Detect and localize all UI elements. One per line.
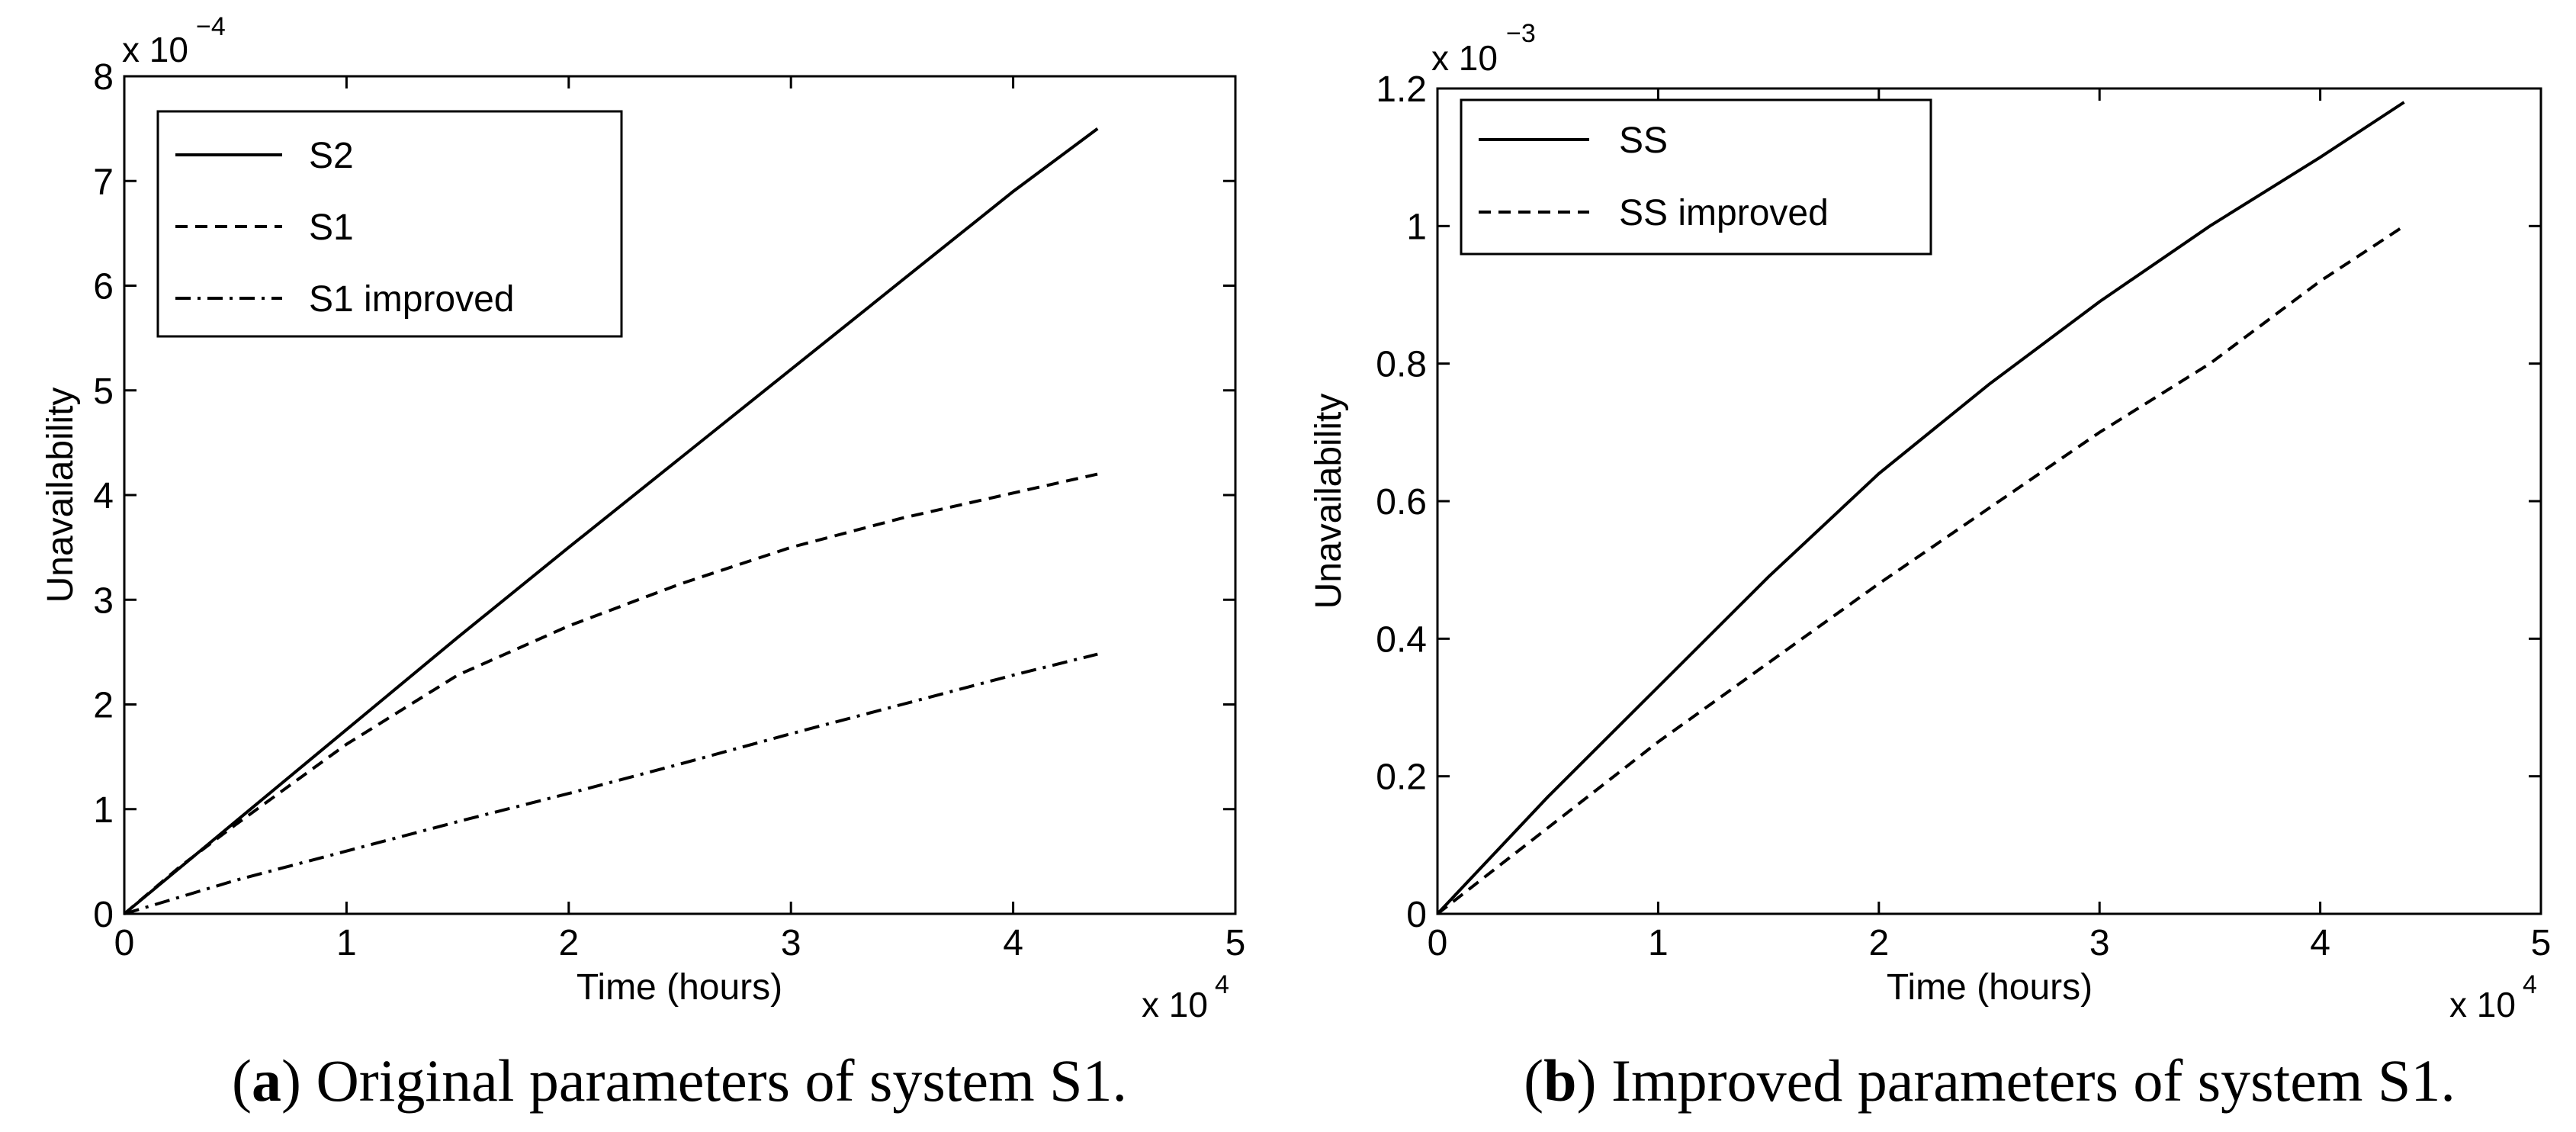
legend-box-a [156, 110, 623, 338]
x-axis-label-b: Time (hours) [1887, 967, 2093, 1008]
caption-letter-b: b [1543, 1047, 1576, 1114]
y-tick-label-a-3: 3 [93, 580, 114, 621]
x-exponent-power-b: 4 [2523, 970, 2537, 999]
x-exponent-power-a: 4 [1215, 970, 1229, 999]
y-tick-label-b-6: 1.2 [1376, 69, 1427, 110]
y-tick-label-a-1: 1 [93, 790, 114, 831]
y-exponent-power-b: −3 [1506, 19, 1536, 48]
series-line-ss-improved [1436, 224, 2405, 915]
x-tick-label-b-1: 1 [1648, 923, 1669, 963]
tick-labels-b: 0 1 2 3 4 5 0 0.2 0.4 0.6 0.8 1 1.2 [1376, 69, 2551, 963]
y-tick-label-a-6: 6 [93, 267, 114, 307]
y-exponent-base-b: x 10 [1431, 38, 1498, 78]
y-tick-label-a-7: 7 [93, 162, 114, 202]
y-tick-label-a-0: 0 [93, 895, 114, 935]
x-tick-label-a-0: 0 [114, 923, 135, 963]
series-group-a [123, 127, 1099, 915]
y-tick-label-a-8: 8 [93, 57, 114, 98]
series-line-s1 [123, 472, 1098, 915]
series-group-b [1436, 101, 2405, 915]
legend-label-s2: S2 [309, 136, 354, 176]
x-tick-label-a-4: 4 [1003, 923, 1023, 963]
caption-letter-a: a [252, 1047, 281, 1114]
x-tick-label-a-3: 3 [781, 923, 801, 963]
legend-label-ss-improved: SS improved [1619, 193, 1829, 233]
y-tick-label-a-4: 4 [93, 476, 114, 516]
series-line-ss [1436, 101, 2405, 915]
y-tick-label-b-2: 0.4 [1376, 619, 1427, 660]
legend-label-ss: SS [1619, 121, 1668, 161]
x-axis-label-a: Time (hours) [577, 967, 782, 1008]
legend-box-b [1460, 98, 1932, 256]
y-exponent-power-a: −4 [196, 12, 226, 41]
y-axis-label-b: Unavailability [1309, 394, 1349, 609]
y-axis-label-a: Unavailability [40, 388, 81, 603]
x-tick-label-b-2: 2 [1868, 923, 1889, 963]
series-line-s1-improved [124, 652, 1098, 915]
caption-b: (b) Improved parameters of system S1. [1524, 1047, 2456, 1114]
ticks-b [1436, 87, 2542, 915]
y-tick-label-b-0: 0 [1406, 895, 1427, 935]
x-tick-label-b-3: 3 [2089, 923, 2110, 963]
y-tick-label-a-5: 5 [93, 371, 114, 412]
legend-b: SS SS improved [1479, 121, 1829, 233]
chart-panel-b: 0 1 2 3 4 5 0 0.2 0.4 0.6 0.8 1 1.2 SS SS improved x … [1309, 19, 2551, 1114]
y-exponent-base-a: x 10 [122, 30, 188, 69]
legend-label-s1-improved: S1 improved [309, 279, 514, 320]
x-tick-label-b-4: 4 [2310, 923, 2330, 963]
legend-label-s1: S1 [309, 207, 354, 248]
x-exponent-base-b: x 10 [2449, 985, 2516, 1024]
x-tick-label-b-5: 5 [2531, 923, 2552, 963]
y-tick-label-b-4: 0.8 [1376, 345, 1427, 385]
legend-a: S2 S1 S1 improved [175, 136, 514, 320]
caption-text-b: Improved parameters of system S1. [1611, 1047, 2456, 1114]
y-tick-label-b-1: 0.2 [1376, 757, 1427, 798]
y-tick-label-b-3: 0.6 [1376, 482, 1427, 523]
y-tick-label-a-2: 2 [93, 686, 114, 726]
y-tick-label-b-5: 1 [1406, 207, 1427, 247]
x-tick-label-b-0: 0 [1428, 923, 1448, 963]
caption-a: (a) Original parameters of system S1. [232, 1047, 1127, 1114]
x-exponent-base-a: x 10 [1142, 985, 1208, 1024]
x-tick-label-a-2: 2 [558, 923, 579, 963]
x-tick-label-a-5: 5 [1225, 923, 1246, 963]
caption-text-a: Original parameters of system S1. [316, 1047, 1127, 1114]
x-tick-label-a-1: 1 [336, 923, 357, 963]
series-line-s2 [123, 127, 1099, 915]
tick-labels-a: 0 1 2 3 4 5 0 1 2 3 4 5 6 7 8 [93, 57, 1245, 963]
